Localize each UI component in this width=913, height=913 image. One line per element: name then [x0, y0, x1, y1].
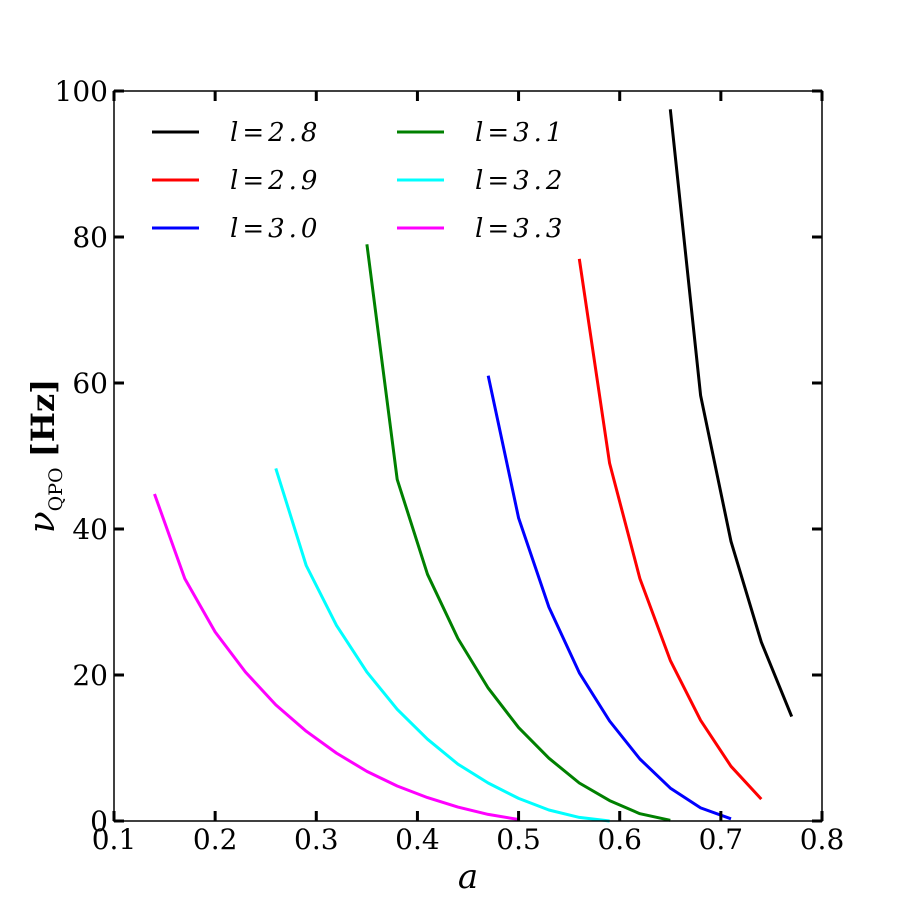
legend-label-eq: =: [487, 214, 509, 244]
legend-label-var: l: [230, 118, 238, 148]
legend-label-value: 3.2: [513, 166, 566, 196]
legend-label: l = 3.3: [475, 214, 566, 244]
legend-label: l = 3.2: [475, 166, 566, 196]
legend-label: l = 2.9: [230, 166, 321, 196]
y-tick-label: 0: [90, 805, 108, 838]
legend-label-value: 3.0: [268, 214, 321, 244]
x-tick-label: 0.2: [193, 823, 238, 856]
legend-item-6: l = 3.3: [397, 214, 566, 244]
legend-label-value: 3.3: [513, 214, 566, 244]
legend-label-var: l: [475, 118, 483, 148]
y-axis-label-unit: [Hz]: [24, 379, 62, 458]
y-axis-label-subscript: QPO: [45, 467, 67, 511]
x-tick-label: 0.4: [395, 823, 440, 856]
legend-label-var: l: [475, 214, 483, 244]
series-line-4: [365, 244, 671, 822]
y-axis-label-symbol: ν: [22, 511, 63, 533]
legend-item-3: l = 3.0: [152, 214, 321, 244]
x-tick-label: 0.8: [800, 823, 845, 856]
svg-text:νQPO[Hz]: νQPO [Hz]: [22, 379, 67, 534]
y-tick-label: 60: [72, 367, 108, 400]
legend-label-eq: =: [242, 118, 264, 148]
x-tick-label: 0.5: [496, 823, 541, 856]
legend-label-eq: =: [487, 118, 509, 148]
x-tick-label: 0.1: [92, 823, 137, 856]
x-axis-label: a: [458, 857, 478, 897]
y-tick-label: 40: [72, 513, 108, 546]
legend-label-value: 3.1: [513, 118, 566, 148]
legend-item-1: l = 2.8: [152, 118, 321, 148]
legend-item-4: l = 3.1: [397, 118, 566, 148]
y-tick-label: 20: [72, 659, 108, 692]
legend-label-eq: =: [242, 166, 264, 196]
legend-item-5: l = 3.2: [397, 166, 566, 196]
legend: l = 2.8l = 2.9l = 3.0l = 3.1l = 3.2l = 3.3: [152, 118, 566, 244]
x-tick-label: 0.6: [597, 823, 642, 856]
ticks-layer: 0.1 0.2 0.3 0.4 0.5 0.6 0.7 0.8 0 20 40 60 80 100: [55, 75, 845, 856]
y-tick-label: 80: [72, 221, 108, 254]
x-tick-label: 0.3: [294, 823, 339, 856]
legend-label-var: l: [230, 214, 238, 244]
series-line-6: [153, 493, 519, 821]
legend-label: l = 3.1: [475, 118, 566, 148]
legend-label-eq: =: [487, 166, 509, 196]
series-line-1: [668, 109, 794, 718]
plot-area-frame: [113, 90, 823, 822]
series-line-5: [274, 467, 610, 823]
legend-label: l = 3.0: [230, 214, 321, 244]
x-tick-label: 0.7: [699, 823, 744, 856]
legend-label-value: 2.8: [267, 118, 321, 148]
legend-item-2: l = 2.9: [152, 166, 321, 196]
legend-label-value: 2.9: [267, 166, 321, 196]
legend-label-eq: =: [242, 214, 264, 244]
legend-label: l = 2.8: [230, 118, 321, 148]
y-axis-label: νQPO [Hz]: [22, 379, 67, 534]
series-line-2: [577, 258, 763, 801]
legend-label-var: l: [475, 166, 483, 196]
legend-label-var: l: [230, 166, 238, 196]
y-tick-label: 100: [55, 75, 108, 108]
series-layer: [153, 109, 794, 823]
series-line-3: [486, 375, 732, 821]
